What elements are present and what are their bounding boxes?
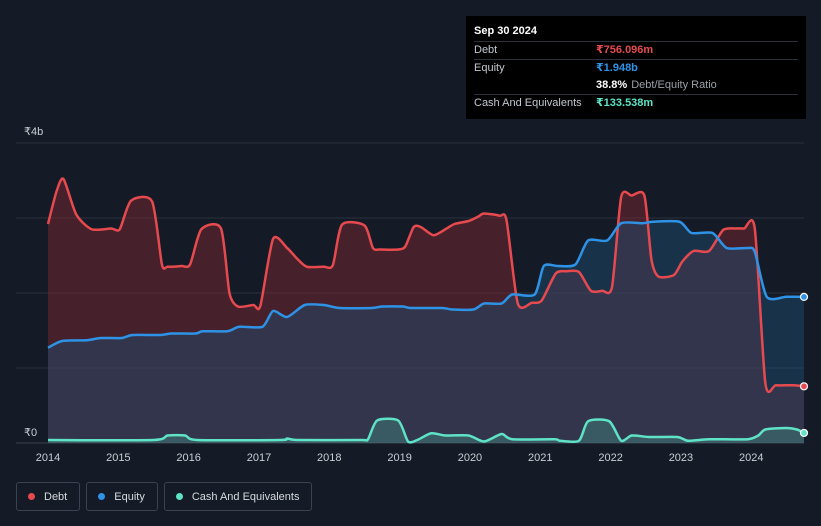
x-tick-label: 2014 [36, 452, 60, 464]
tooltip-value-debt: ₹756.096m [596, 44, 654, 56]
y-axis-ticks: ₹4b ₹0 [24, 126, 43, 439]
series-areas [48, 178, 804, 443]
x-axis-ticks: 2014 2015 2016 2017 2018 2019 2020 2021 2022 2023… [36, 452, 764, 464]
cash-and-equivalents-area [48, 418, 804, 443]
tooltip-row-cash: Cash And Equivalents ₹133.538m [474, 94, 798, 112]
x-tick-label: 2022 [598, 452, 622, 464]
debt-area [48, 178, 804, 443]
x-tick-label: 2023 [669, 452, 693, 464]
equity-line [47, 219, 805, 349]
tooltip-label: Cash And Equivalents [474, 97, 582, 109]
tooltip-value-cash: ₹133.538m [596, 97, 654, 109]
tooltip-row-equity: Equity ₹1.948b [474, 59, 798, 77]
x-tick-label: 2018 [317, 452, 341, 464]
legend-item-debt[interactable]: Debt [16, 482, 81, 511]
cash-and-equivalents-end-point [799, 428, 809, 438]
legend-dot-icon [175, 493, 183, 500]
tooltip-row-debt: Debt ₹756.096m [474, 41, 798, 59]
legend-label: Equity [114, 490, 145, 503]
equity-end-point [799, 292, 809, 301]
tooltip-panel: Sep 30 2024 Debt ₹756.096m Equity ₹1.948… [466, 16, 806, 119]
legend-item-cash[interactable]: Cash And Equivalents [163, 482, 313, 511]
grid-lines [16, 142, 804, 444]
x-tick-label: 2016 [176, 452, 200, 464]
x-tick-label: 2021 [528, 452, 552, 464]
legend-dot-icon [98, 493, 106, 500]
series-end-markers [799, 292, 809, 438]
tooltip-date: Sep 30 2024 [474, 25, 537, 37]
x-tick-label: 2024 [739, 452, 763, 464]
tooltip-value-equity: ₹1.948b [596, 62, 638, 74]
tooltip-value-ratio: 38.8% [596, 79, 628, 91]
y-tick-label: ₹4b [24, 126, 43, 138]
debt-line [46, 177, 805, 394]
x-tick-label: 2017 [247, 452, 271, 464]
y-tick-label: ₹0 [24, 427, 37, 439]
legend-label: Debt [44, 490, 68, 503]
legend-label: Cash And Equivalents [191, 490, 300, 503]
tooltip-label: Equity [474, 62, 505, 74]
cash-and-equivalents-line [47, 417, 805, 444]
x-tick-label: 2015 [106, 452, 130, 464]
legend-dot-icon [28, 493, 35, 500]
chart-legend: Debt Equity Cash And Equivalents [16, 482, 313, 511]
tooltip-row-ratio: 38.8% Debt/Equity Ratio [474, 77, 798, 94]
x-tick-label: 2020 [458, 452, 482, 464]
equity-area [48, 221, 804, 443]
debt-end-point [799, 382, 809, 391]
legend-item-equity[interactable]: Equity [86, 482, 158, 511]
series-lines [46, 177, 805, 444]
x-tick-label: 2019 [387, 452, 411, 464]
tooltip-label: Debt [474, 44, 498, 56]
tooltip-label [474, 77, 596, 94]
tooltip-ratio-caption: Debt/Equity Ratio [631, 79, 717, 91]
